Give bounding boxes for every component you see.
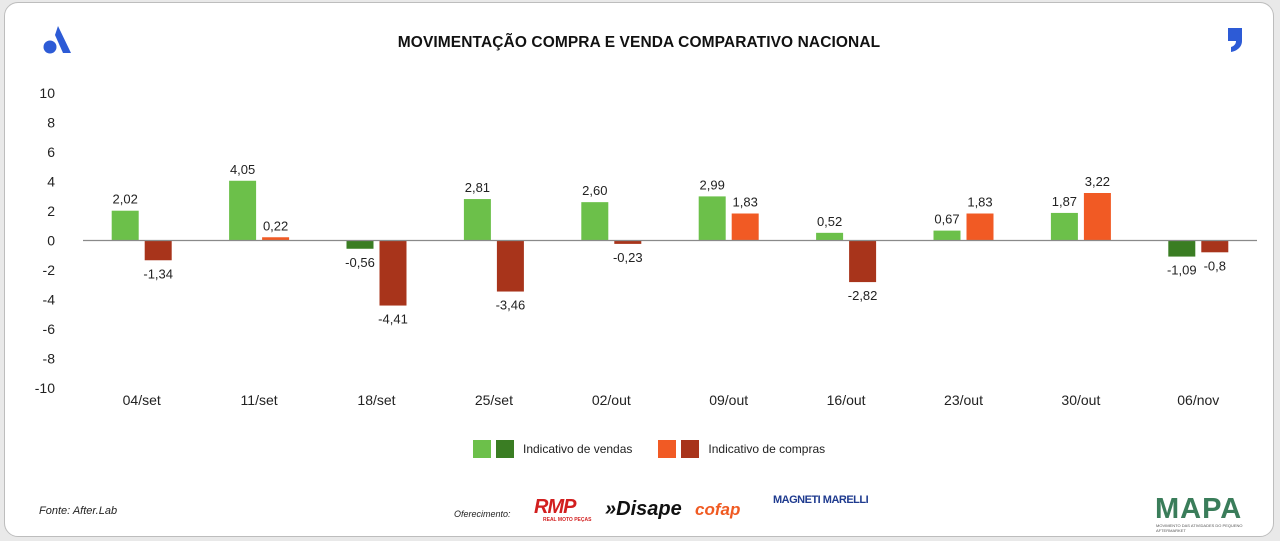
y-tick-label: 6 bbox=[47, 144, 55, 160]
bar-compras bbox=[731, 213, 759, 241]
legend-swatch-compras-neg bbox=[681, 440, 700, 458]
chart-title: MOVIMENTAÇÃO COMPRA E VENDA COMPARATIVO … bbox=[397, 34, 881, 51]
bar-vendas bbox=[346, 240, 374, 249]
bar-vendas bbox=[111, 210, 139, 241]
y-tick-label: 4 bbox=[47, 174, 55, 190]
x-tick-label: 16/out bbox=[827, 392, 866, 408]
y-tick-label: 2 bbox=[47, 203, 55, 219]
data-label-vendas: 4,05 bbox=[230, 162, 255, 177]
quote-logo-icon bbox=[1227, 27, 1245, 58]
data-label-vendas: -1,09 bbox=[1167, 263, 1197, 278]
data-label-compras: 1,83 bbox=[733, 195, 758, 210]
mapa-logo-tagline: MOVIMENTO DAS ATIVIDADES DO PEQUENO AFTE… bbox=[1156, 523, 1243, 533]
brand-logo-icon bbox=[41, 23, 77, 62]
bar-compras bbox=[496, 240, 524, 292]
data-label-vendas: 0,52 bbox=[817, 214, 842, 229]
data-label-compras: -4,41 bbox=[378, 312, 408, 327]
x-tick-label: 02/out bbox=[592, 392, 631, 408]
sponsor-caption: Oferecimento: bbox=[454, 509, 511, 519]
chart-card: MOVIMENTAÇÃO COMPRA E VENDA COMPARATIVO … bbox=[4, 2, 1274, 537]
sponsor-logo-cofap: cofap bbox=[695, 500, 741, 519]
bar-compras bbox=[614, 240, 642, 244]
data-label-vendas: 2,60 bbox=[582, 183, 607, 198]
y-tick-label: -10 bbox=[35, 380, 55, 396]
legend-swatch-vendas-neg bbox=[496, 440, 514, 458]
x-tick-label: 18/set bbox=[357, 392, 395, 408]
data-label-vendas: 2,99 bbox=[700, 177, 725, 192]
legend-label-vendas: Indicativo de vendas bbox=[523, 442, 633, 456]
data-label-vendas: 0,67 bbox=[934, 212, 959, 227]
data-label-compras: -0,8 bbox=[1204, 258, 1226, 273]
bar-vendas bbox=[816, 232, 844, 241]
y-tick-label: -4 bbox=[43, 292, 56, 308]
data-label-compras: -3,46 bbox=[496, 298, 526, 313]
bar-compras bbox=[966, 213, 994, 241]
bar-vendas bbox=[463, 199, 491, 241]
x-tick-label: 30/out bbox=[1061, 392, 1100, 408]
data-label-compras: -2,82 bbox=[848, 288, 878, 303]
legend-swatch-vendas-pos bbox=[473, 440, 491, 458]
sponsor-logo-disape: »Disape bbox=[605, 498, 682, 520]
data-label-compras: -1,34 bbox=[143, 266, 173, 281]
data-label-compras: 1,83 bbox=[967, 195, 992, 210]
bar-vendas bbox=[698, 196, 726, 241]
x-tick-label: 11/set bbox=[241, 392, 278, 408]
bar-vendas bbox=[1168, 240, 1196, 257]
data-label-vendas: 2,02 bbox=[113, 192, 138, 207]
data-label-vendas: -0,56 bbox=[345, 255, 375, 270]
chart-legend: Indicativo de vendas Indicativo de compr… bbox=[473, 440, 851, 458]
legend-swatch-compras-pos bbox=[658, 440, 677, 458]
bar-vendas bbox=[933, 230, 961, 241]
data-label-compras: 3,22 bbox=[1085, 174, 1110, 189]
y-tick-label: -6 bbox=[43, 321, 56, 337]
bar-vendas bbox=[581, 202, 609, 241]
sponsor-logo-rmp: RMP bbox=[534, 496, 576, 518]
data-label-compras: 0,22 bbox=[263, 218, 288, 233]
legend-label-compras: Indicativo de compras bbox=[708, 442, 826, 456]
data-label-vendas: 1,87 bbox=[1052, 194, 1077, 209]
bar-compras bbox=[1083, 193, 1111, 241]
data-label-vendas: 2,81 bbox=[465, 180, 490, 195]
chart-plot: 10 8 6 4 2 0 -2 -4 -6 -8 -10 2,02 -1,34 04/set 4,05 0,2… bbox=[35, 85, 1257, 408]
x-tick-label: 04/set bbox=[123, 392, 161, 408]
bar-compras bbox=[379, 240, 407, 306]
x-tick-label: 23/out bbox=[944, 392, 983, 408]
source-note: Fonte: After.Lab bbox=[39, 505, 118, 517]
y-tick-label: -2 bbox=[43, 262, 56, 278]
y-tick-label: 0 bbox=[47, 233, 55, 249]
data-label-compras: -0,23 bbox=[613, 250, 643, 265]
bar-compras bbox=[262, 237, 290, 241]
y-tick-label: 10 bbox=[39, 85, 55, 101]
bar-vendas bbox=[229, 180, 257, 241]
y-tick-label: -8 bbox=[43, 351, 56, 367]
mapa-logo: MAPA bbox=[1155, 493, 1243, 525]
bar-compras bbox=[144, 240, 172, 261]
sponsor-logo-rmp-sub: REAL MOTO PEÇAS bbox=[543, 517, 592, 523]
bar-compras bbox=[849, 240, 877, 283]
bar-compras bbox=[1201, 240, 1229, 253]
y-tick-label: 8 bbox=[47, 115, 55, 131]
x-tick-label: 25/set bbox=[475, 392, 513, 408]
bar-vendas bbox=[1050, 212, 1078, 241]
x-tick-label: 09/out bbox=[709, 392, 748, 408]
x-tick-label: 06/nov bbox=[1177, 392, 1219, 408]
sponsor-logo-magneti-marelli: MAGNETI MARELLI bbox=[773, 494, 869, 506]
